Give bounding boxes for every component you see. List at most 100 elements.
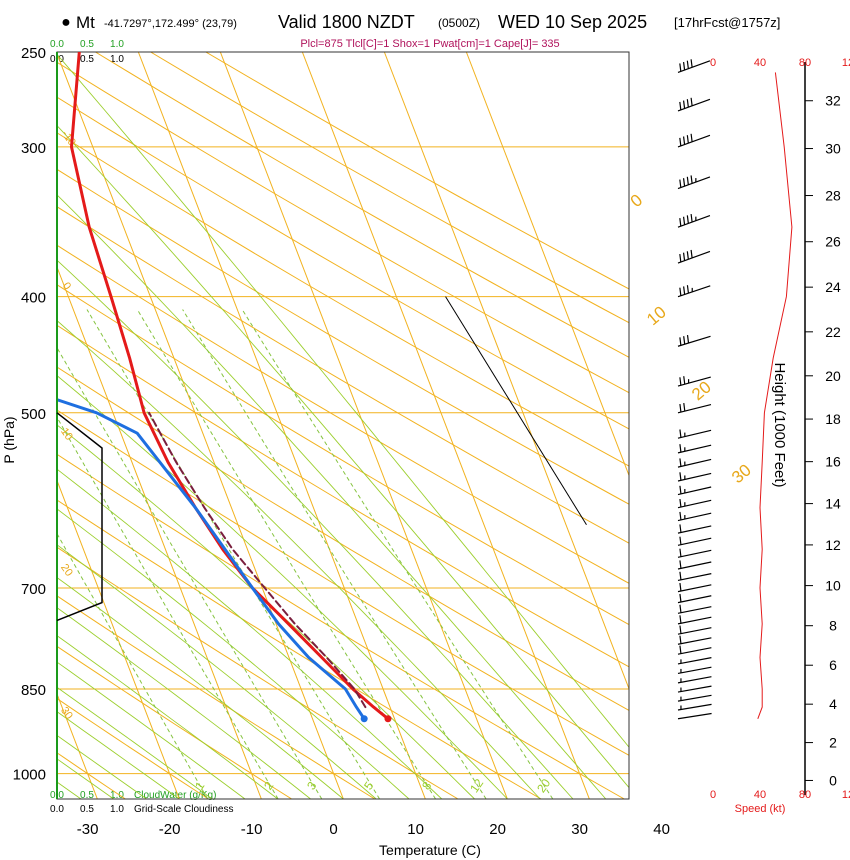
dry-adiabat bbox=[57, 284, 629, 626]
pressure-tick-label: 250 bbox=[21, 45, 46, 62]
temperature-axis: -30 -20 -10 0 10 20 30 40 bbox=[77, 821, 670, 838]
wind-barb bbox=[677, 548, 712, 558]
cloudiness-line bbox=[56, 412, 103, 622]
moist-adiabat bbox=[57, 53, 629, 748]
cc-bot-tick-2: 1.0 bbox=[110, 804, 124, 815]
mixing-ratio-line bbox=[57, 346, 323, 799]
temperature-tick-label: -20 bbox=[159, 821, 181, 838]
cw-top-tick-2: 1.0 bbox=[110, 39, 124, 50]
speed-tick-top: 40 bbox=[754, 57, 766, 69]
wind-barb bbox=[677, 524, 712, 534]
mixing-ratio-label: 12 bbox=[467, 776, 486, 795]
cc-top-tick-2: 1.0 bbox=[110, 54, 124, 65]
dry-adiabat bbox=[150, 52, 629, 324]
indices-line: Plcl=875 Tlcl[C]=1 Shox=1 Pwat[cm]=1 Cap… bbox=[300, 38, 559, 50]
moist-adiabat bbox=[57, 259, 574, 799]
isotherm-line bbox=[57, 52, 344, 799]
isotherm-line bbox=[57, 265, 262, 799]
sounding-series bbox=[57, 52, 392, 723]
moist-adiabat bbox=[57, 375, 508, 799]
valid-time-title: Valid 1800 NZDT bbox=[278, 12, 415, 32]
pressure-tick-label: 850 bbox=[21, 682, 46, 699]
height-tick-label: 12 bbox=[825, 537, 841, 553]
moist-adiabat bbox=[57, 544, 377, 799]
height-tick-label: 32 bbox=[825, 93, 841, 109]
isotherm-label: 20 bbox=[688, 377, 715, 404]
wind-panel bbox=[445, 59, 793, 720]
cc-bot-tick-1: 0.5 bbox=[80, 804, 94, 815]
wind-barb bbox=[677, 712, 712, 720]
isotherm-label: 30 bbox=[728, 460, 755, 487]
height-tick-label: 24 bbox=[825, 279, 841, 295]
height-tick-label: 10 bbox=[825, 578, 841, 594]
temperature-tick-label: -10 bbox=[241, 821, 263, 838]
moist-adiabat bbox=[57, 424, 475, 799]
mixing-ratio-line bbox=[57, 416, 279, 799]
height-tick-label: 28 bbox=[825, 188, 841, 204]
dry-adiabat bbox=[57, 697, 209, 799]
dry-adiabat bbox=[57, 206, 629, 544]
temperature-surface-point bbox=[384, 715, 392, 723]
isotherm-line bbox=[383, 52, 629, 691]
x-axis-label: Temperature (C) bbox=[379, 842, 481, 858]
cw-bot-tick-1: 0.5 bbox=[80, 790, 94, 801]
wind-barb bbox=[677, 676, 712, 684]
moist-adiabat bbox=[57, 607, 311, 799]
moist-adiabat bbox=[57, 686, 213, 799]
parcel-line bbox=[148, 411, 367, 709]
forecast-label: [17hrFcst@1757z] bbox=[674, 15, 780, 30]
y-axis-label: P (hPa) bbox=[1, 416, 17, 463]
wind-barb bbox=[677, 571, 712, 582]
wind-barb bbox=[677, 536, 712, 546]
cloudiness-label: Grid-Scale Cloudiness bbox=[134, 804, 234, 815]
pressure-tick-label: 400 bbox=[21, 290, 46, 307]
height-tick-label: 14 bbox=[825, 496, 841, 512]
temperature-tick-label: 0 bbox=[329, 821, 337, 838]
dry-adiabat bbox=[57, 595, 376, 799]
dry-adiabat bbox=[57, 409, 629, 756]
wind-barb bbox=[677, 59, 711, 73]
mixing-ratio-line bbox=[136, 309, 437, 799]
wind-barb bbox=[677, 635, 712, 645]
dry-adiabat bbox=[57, 61, 629, 394]
height-tick-label: 18 bbox=[825, 411, 841, 427]
height-axis-label: Height (1000 Feet) bbox=[771, 362, 788, 487]
wind-barb bbox=[677, 703, 712, 711]
moist-adiabat bbox=[57, 711, 180, 799]
cw-top-tick-0: 0.0 bbox=[50, 39, 64, 50]
dry-adiabat bbox=[57, 132, 629, 467]
moist-adiabat bbox=[57, 194, 607, 799]
speed-tick-top: 0 bbox=[710, 57, 716, 69]
wind-barb bbox=[677, 615, 712, 625]
moist-adiabat bbox=[57, 124, 629, 789]
wind-barb bbox=[677, 285, 711, 298]
wind-barb bbox=[677, 97, 711, 112]
wind-barb bbox=[677, 403, 712, 414]
height-tick-label: 8 bbox=[829, 618, 837, 634]
isotherm-line bbox=[465, 52, 629, 477]
height-tick-label: 22 bbox=[825, 324, 841, 340]
wind-barb bbox=[677, 249, 711, 264]
wind-barb bbox=[677, 429, 712, 439]
wind-barb bbox=[677, 625, 712, 635]
pressure-tick-label: 300 bbox=[21, 140, 46, 157]
wind-barb bbox=[677, 444, 712, 454]
station-coords: -41.7297°,172.499° (23,79) bbox=[104, 18, 237, 30]
speed-profile-line bbox=[757, 72, 793, 719]
dry-adiabat bbox=[57, 168, 629, 505]
cloud-water-top-ticks: 0.0 0.5 1.0 bbox=[50, 39, 124, 50]
height-tick-label: 0 bbox=[829, 772, 837, 788]
mixing-ratio-line bbox=[182, 309, 487, 799]
temperature-tick-label: -30 bbox=[77, 821, 99, 838]
moist-adiabat bbox=[57, 468, 443, 799]
pressure-axis: 250 300 400 500 700 850 1000 bbox=[13, 45, 46, 784]
isotherm-line bbox=[219, 52, 508, 799]
utc-time-label: (0500Z) bbox=[438, 16, 480, 30]
cloudiness-bottom-ticks: 0.0 0.5 1.0 Grid-Scale Cloudiness bbox=[50, 804, 233, 815]
cloud-profile bbox=[56, 52, 103, 799]
mixing-ratio-label: 3 bbox=[304, 779, 319, 793]
wind-barb bbox=[677, 560, 712, 570]
moist-adiabat bbox=[57, 320, 541, 799]
